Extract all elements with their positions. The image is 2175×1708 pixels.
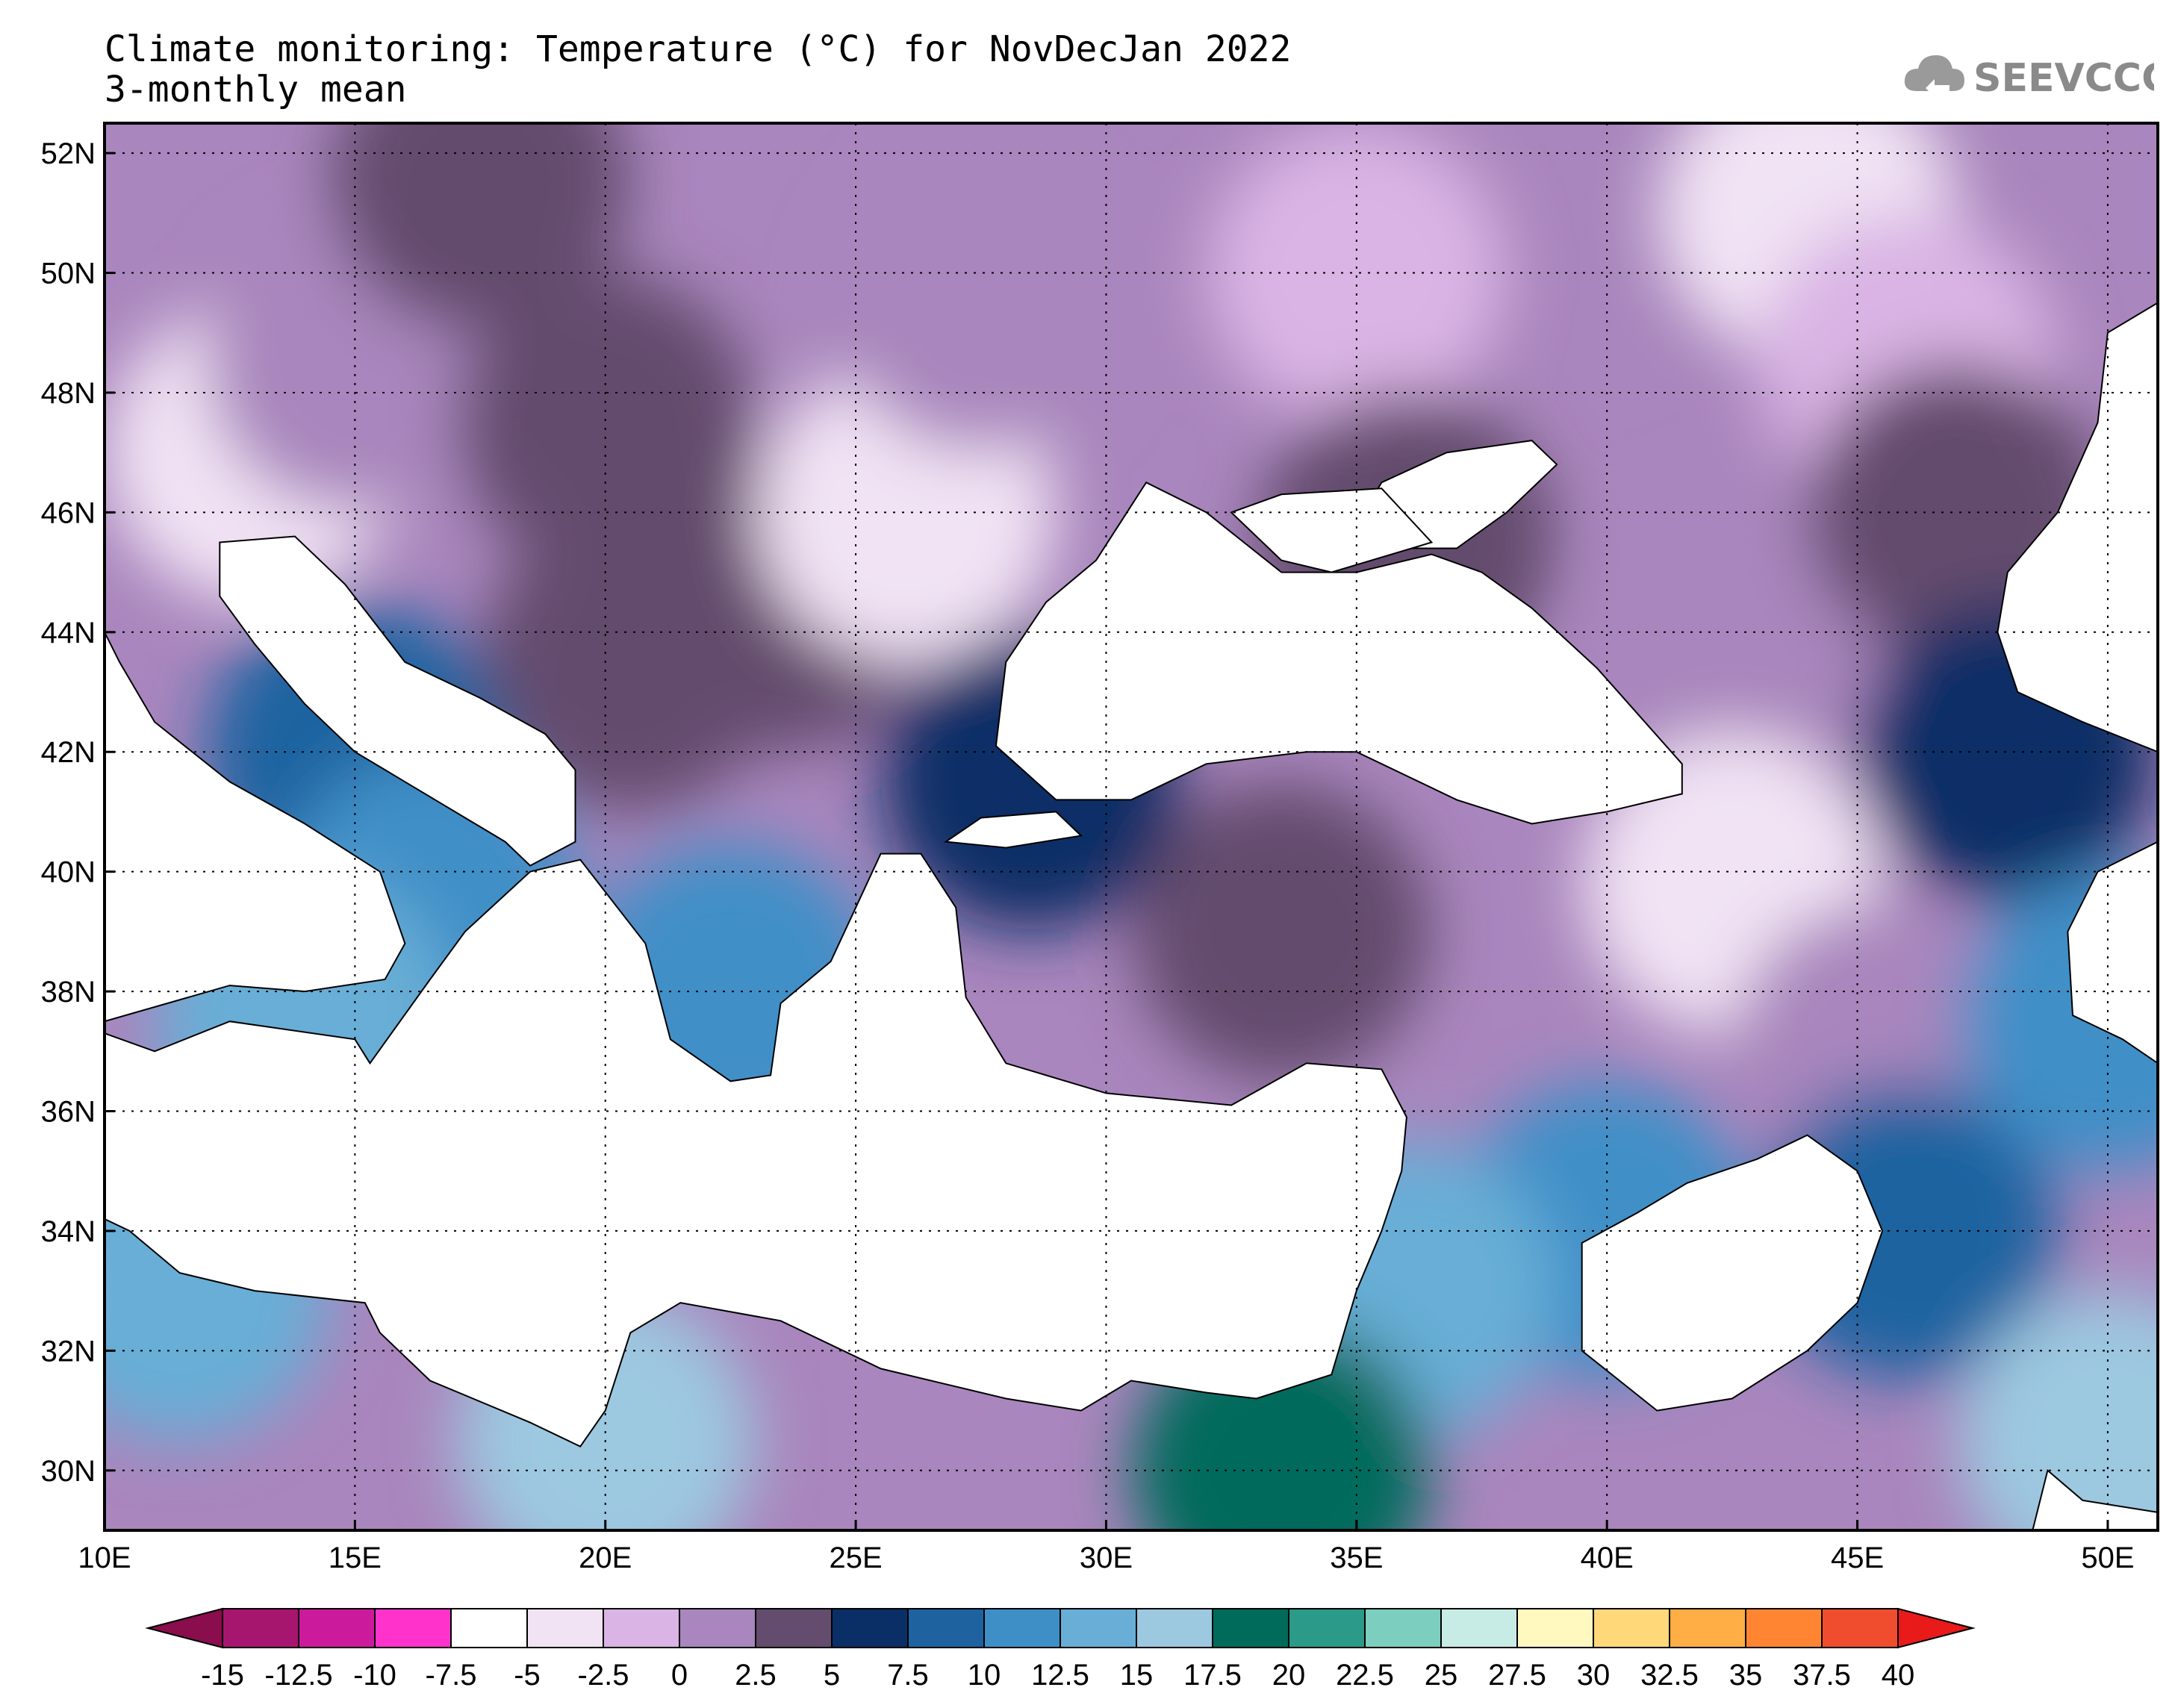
colorbar-label: 40 — [1882, 1659, 1915, 1692]
caspian-south — [2067, 841, 2158, 1065]
colorbar: -15 -12.5 -10 -7.5 -5 -2.5 0 2.5 5 7.5 10 12.5 15 17.… — [145, 1607, 1976, 1692]
colorbar-swatch — [603, 1608, 680, 1648]
colorbar-swatch — [1821, 1608, 1899, 1648]
y-tick-label: 32N — [41, 1335, 96, 1368]
x-tick-label: 35E — [1330, 1542, 1383, 1574]
colorbar-label: -5 — [514, 1659, 541, 1692]
x-tick-label: 50E — [2081, 1542, 2134, 1574]
colorbar-swatch — [1669, 1608, 1746, 1648]
colorbar-swatch — [222, 1608, 299, 1648]
temperature-region-7 — [831, 153, 1130, 452]
colorbar-swatch — [1516, 1608, 1594, 1648]
x-tick-label: 45E — [1831, 1542, 1884, 1574]
x-tick-label: 25E — [830, 1542, 883, 1574]
syrian-desert-gap — [1581, 1134, 1884, 1412]
y-tick-label: 44N — [41, 617, 96, 649]
gulf-gap — [2032, 1468, 2158, 1530]
colorbar-swatch — [679, 1608, 756, 1648]
colorbar-label: 10 — [968, 1659, 1001, 1692]
colorbar-label: 25 — [1425, 1659, 1458, 1692]
colorbar-label: 30 — [1577, 1659, 1611, 1692]
grid-lines — [105, 123, 2158, 1530]
chart-title: Climate monitoring: Temperature (°C) for… — [105, 28, 1292, 70]
colorbar-label: -7.5 — [426, 1659, 477, 1692]
crimea-gap — [1230, 487, 1434, 573]
colorbar-swatch — [1745, 1608, 1823, 1648]
colorbar-label: -15 — [201, 1659, 244, 1692]
caspian-gap — [1997, 302, 2158, 753]
x-tick-label: 15E — [329, 1542, 382, 1574]
logo-text: SEEVCCC — [1973, 56, 2154, 101]
seevccc-logo: SEEVCCC — [1904, 55, 2154, 101]
colorbar-label: 2.5 — [735, 1659, 777, 1692]
colorbar-swatch — [374, 1608, 452, 1648]
y-tick-label: 50N — [41, 258, 96, 290]
colorbar-label: -12.5 — [264, 1659, 332, 1692]
colorbar-label: 7.5 — [887, 1659, 929, 1692]
x-tick-label: 40E — [1581, 1542, 1634, 1574]
colorbar-swatch — [1136, 1608, 1213, 1648]
y-tick-label: 52N — [41, 137, 96, 170]
y-tick-label: 48N — [41, 377, 96, 410]
x-tick-label: 30E — [1080, 1542, 1133, 1574]
colorbar-swatch — [907, 1608, 985, 1648]
colorbar-label: 22.5 — [1336, 1659, 1394, 1692]
colorbar-label: 20 — [1272, 1659, 1306, 1692]
temperature-region-16 — [1132, 782, 1431, 1081]
colorbar-swatch — [526, 1608, 604, 1648]
colorbar-swatch — [983, 1608, 1061, 1648]
y-tick-label: 34N — [41, 1215, 96, 1248]
colorbar-label: -2.5 — [578, 1659, 629, 1692]
colorbar-swatch — [1288, 1608, 1366, 1648]
marmara-sea — [943, 811, 1083, 849]
chart-subtitle: 3-monthly mean — [105, 69, 407, 110]
y-tick-label: 30N — [41, 1455, 96, 1488]
cloud-icon — [1904, 55, 1964, 97]
x-tick-label: 20E — [579, 1542, 632, 1574]
colorbar-swatch — [755, 1608, 833, 1648]
y-tick-label: 38N — [41, 976, 96, 1009]
x-tick-label: 10E — [78, 1542, 131, 1574]
colorbar-swatch — [831, 1608, 909, 1648]
colorbar-swatch — [1212, 1608, 1289, 1648]
y-tick-label: 36N — [41, 1096, 96, 1129]
colorbar-low-arrow — [145, 1607, 223, 1649]
y-tick-label: 46N — [41, 496, 96, 529]
colorbar-swatch — [1593, 1608, 1670, 1648]
colorbar-swatch — [1440, 1608, 1518, 1648]
colorbar-high-arrow — [1897, 1607, 1976, 1649]
colorbar-label: 27.5 — [1488, 1659, 1546, 1692]
temperature-region-8 — [1207, 123, 1506, 423]
ionian-central-med — [105, 853, 1407, 1447]
colorbar-label: 32.5 — [1640, 1659, 1699, 1692]
black-sea — [995, 481, 1683, 825]
colorbar-label: 5 — [824, 1659, 840, 1692]
colorbar-label: -10 — [353, 1659, 396, 1692]
colorbar-label: 37.5 — [1793, 1659, 1851, 1692]
colorbar-label: 35 — [1729, 1659, 1763, 1692]
colorbar-swatch — [450, 1608, 528, 1648]
temperature-region-2 — [331, 123, 629, 333]
colorbar-label: 17.5 — [1183, 1659, 1242, 1692]
colorbar-label: 0 — [671, 1659, 688, 1692]
colorbar-swatch — [298, 1608, 376, 1648]
colorbar-label: 15 — [1120, 1659, 1154, 1692]
y-tick-label: 42N — [41, 736, 96, 769]
colorbar-label: 12.5 — [1031, 1659, 1089, 1692]
colorbar-swatch — [1364, 1608, 1442, 1648]
tyrrhenian-sea — [105, 632, 406, 1023]
adriatic-sea — [219, 535, 576, 867]
y-tick-label: 40N — [41, 856, 96, 889]
plot-frame — [103, 122, 2159, 1532]
temperature-region-11 — [1582, 482, 1882, 782]
colorbar-swatch — [1060, 1608, 1137, 1648]
